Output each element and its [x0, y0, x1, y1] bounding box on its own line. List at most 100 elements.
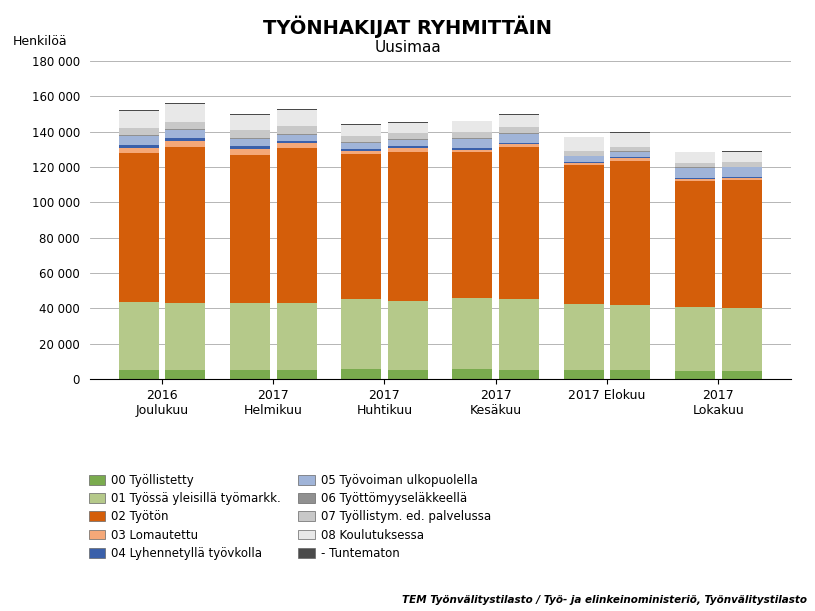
- Bar: [165, 370, 205, 379]
- Bar: [610, 152, 650, 157]
- Bar: [388, 152, 428, 301]
- Bar: [230, 302, 270, 370]
- Bar: [564, 161, 604, 163]
- Bar: [675, 180, 715, 181]
- Bar: [341, 142, 381, 149]
- Bar: [388, 139, 428, 140]
- Bar: [452, 138, 492, 139]
- Bar: [452, 148, 492, 150]
- Bar: [564, 163, 604, 165]
- Bar: [499, 114, 539, 115]
- Bar: [341, 136, 381, 142]
- Bar: [276, 141, 316, 144]
- Bar: [499, 299, 539, 370]
- Bar: [675, 307, 715, 371]
- Bar: [276, 134, 316, 141]
- Bar: [341, 299, 381, 369]
- Bar: [118, 128, 159, 136]
- Bar: [388, 301, 428, 370]
- Bar: [165, 303, 205, 370]
- Bar: [388, 123, 428, 133]
- Bar: [564, 152, 604, 156]
- Bar: [276, 303, 316, 370]
- Bar: [499, 370, 539, 379]
- Bar: [341, 154, 381, 299]
- Bar: [499, 133, 539, 134]
- Bar: [118, 302, 159, 370]
- Bar: [388, 148, 428, 152]
- Bar: [721, 152, 762, 163]
- Text: Uusimaa: Uusimaa: [374, 40, 441, 55]
- Bar: [165, 138, 205, 141]
- Bar: [564, 370, 604, 379]
- Bar: [452, 152, 492, 298]
- Bar: [165, 141, 205, 147]
- Bar: [341, 369, 381, 379]
- Bar: [499, 134, 539, 143]
- Bar: [118, 136, 159, 145]
- Bar: [564, 156, 604, 161]
- Bar: [165, 122, 205, 129]
- Bar: [230, 155, 270, 302]
- Bar: [118, 145, 159, 148]
- Bar: [230, 147, 270, 149]
- Bar: [452, 369, 492, 379]
- Bar: [564, 165, 604, 304]
- Bar: [388, 133, 428, 139]
- Bar: [675, 163, 715, 167]
- Bar: [499, 143, 539, 144]
- Bar: [230, 115, 270, 131]
- Bar: [675, 167, 715, 178]
- Bar: [276, 148, 316, 303]
- Bar: [564, 304, 604, 370]
- Bar: [341, 151, 381, 154]
- Bar: [721, 167, 762, 177]
- Bar: [230, 114, 270, 115]
- Bar: [118, 370, 159, 379]
- Bar: [452, 120, 492, 122]
- Bar: [165, 129, 205, 130]
- Bar: [721, 178, 762, 180]
- Bar: [721, 308, 762, 371]
- Bar: [452, 298, 492, 369]
- Bar: [610, 147, 650, 152]
- Bar: [610, 161, 650, 305]
- Bar: [452, 139, 492, 148]
- Bar: [610, 158, 650, 161]
- Bar: [452, 132, 492, 138]
- Text: Henkilöä: Henkilöä: [12, 35, 67, 48]
- Bar: [675, 371, 715, 379]
- Bar: [499, 115, 539, 127]
- Bar: [610, 370, 650, 379]
- Bar: [721, 371, 762, 379]
- Text: TEM Työnvälitystilasto / Työ- ja elinkeinoministeriö, Työnvälitystilasto: TEM Työnvälitystilasto / Työ- ja elinkei…: [402, 595, 807, 605]
- Bar: [276, 370, 316, 379]
- Bar: [165, 130, 205, 138]
- Bar: [276, 109, 316, 111]
- Bar: [118, 111, 159, 128]
- Bar: [499, 127, 539, 133]
- Bar: [499, 144, 539, 147]
- Bar: [230, 370, 270, 379]
- Bar: [230, 149, 270, 155]
- Bar: [721, 180, 762, 308]
- Bar: [564, 137, 604, 152]
- Bar: [276, 144, 316, 148]
- Bar: [341, 125, 381, 136]
- Bar: [388, 370, 428, 379]
- Bar: [165, 104, 205, 122]
- Bar: [118, 148, 159, 153]
- Bar: [610, 133, 650, 147]
- Bar: [452, 150, 492, 152]
- Bar: [118, 110, 159, 111]
- Bar: [276, 126, 316, 134]
- Bar: [165, 147, 205, 303]
- Bar: [610, 305, 650, 370]
- Bar: [499, 147, 539, 299]
- Text: TYÖNHAKIJAT RYHMITTÄIN: TYÖNHAKIJAT RYHMITTÄIN: [263, 15, 552, 38]
- Legend: 00 Työllistetty, 01 Työssä yleisillä työmarkk., 02 Työtön, 03 Lomautettu, 04 Lyh: 00 Työllistetty, 01 Työssä yleisillä työ…: [89, 474, 491, 560]
- Bar: [276, 111, 316, 126]
- Bar: [388, 146, 428, 148]
- Bar: [610, 157, 650, 158]
- Bar: [230, 139, 270, 147]
